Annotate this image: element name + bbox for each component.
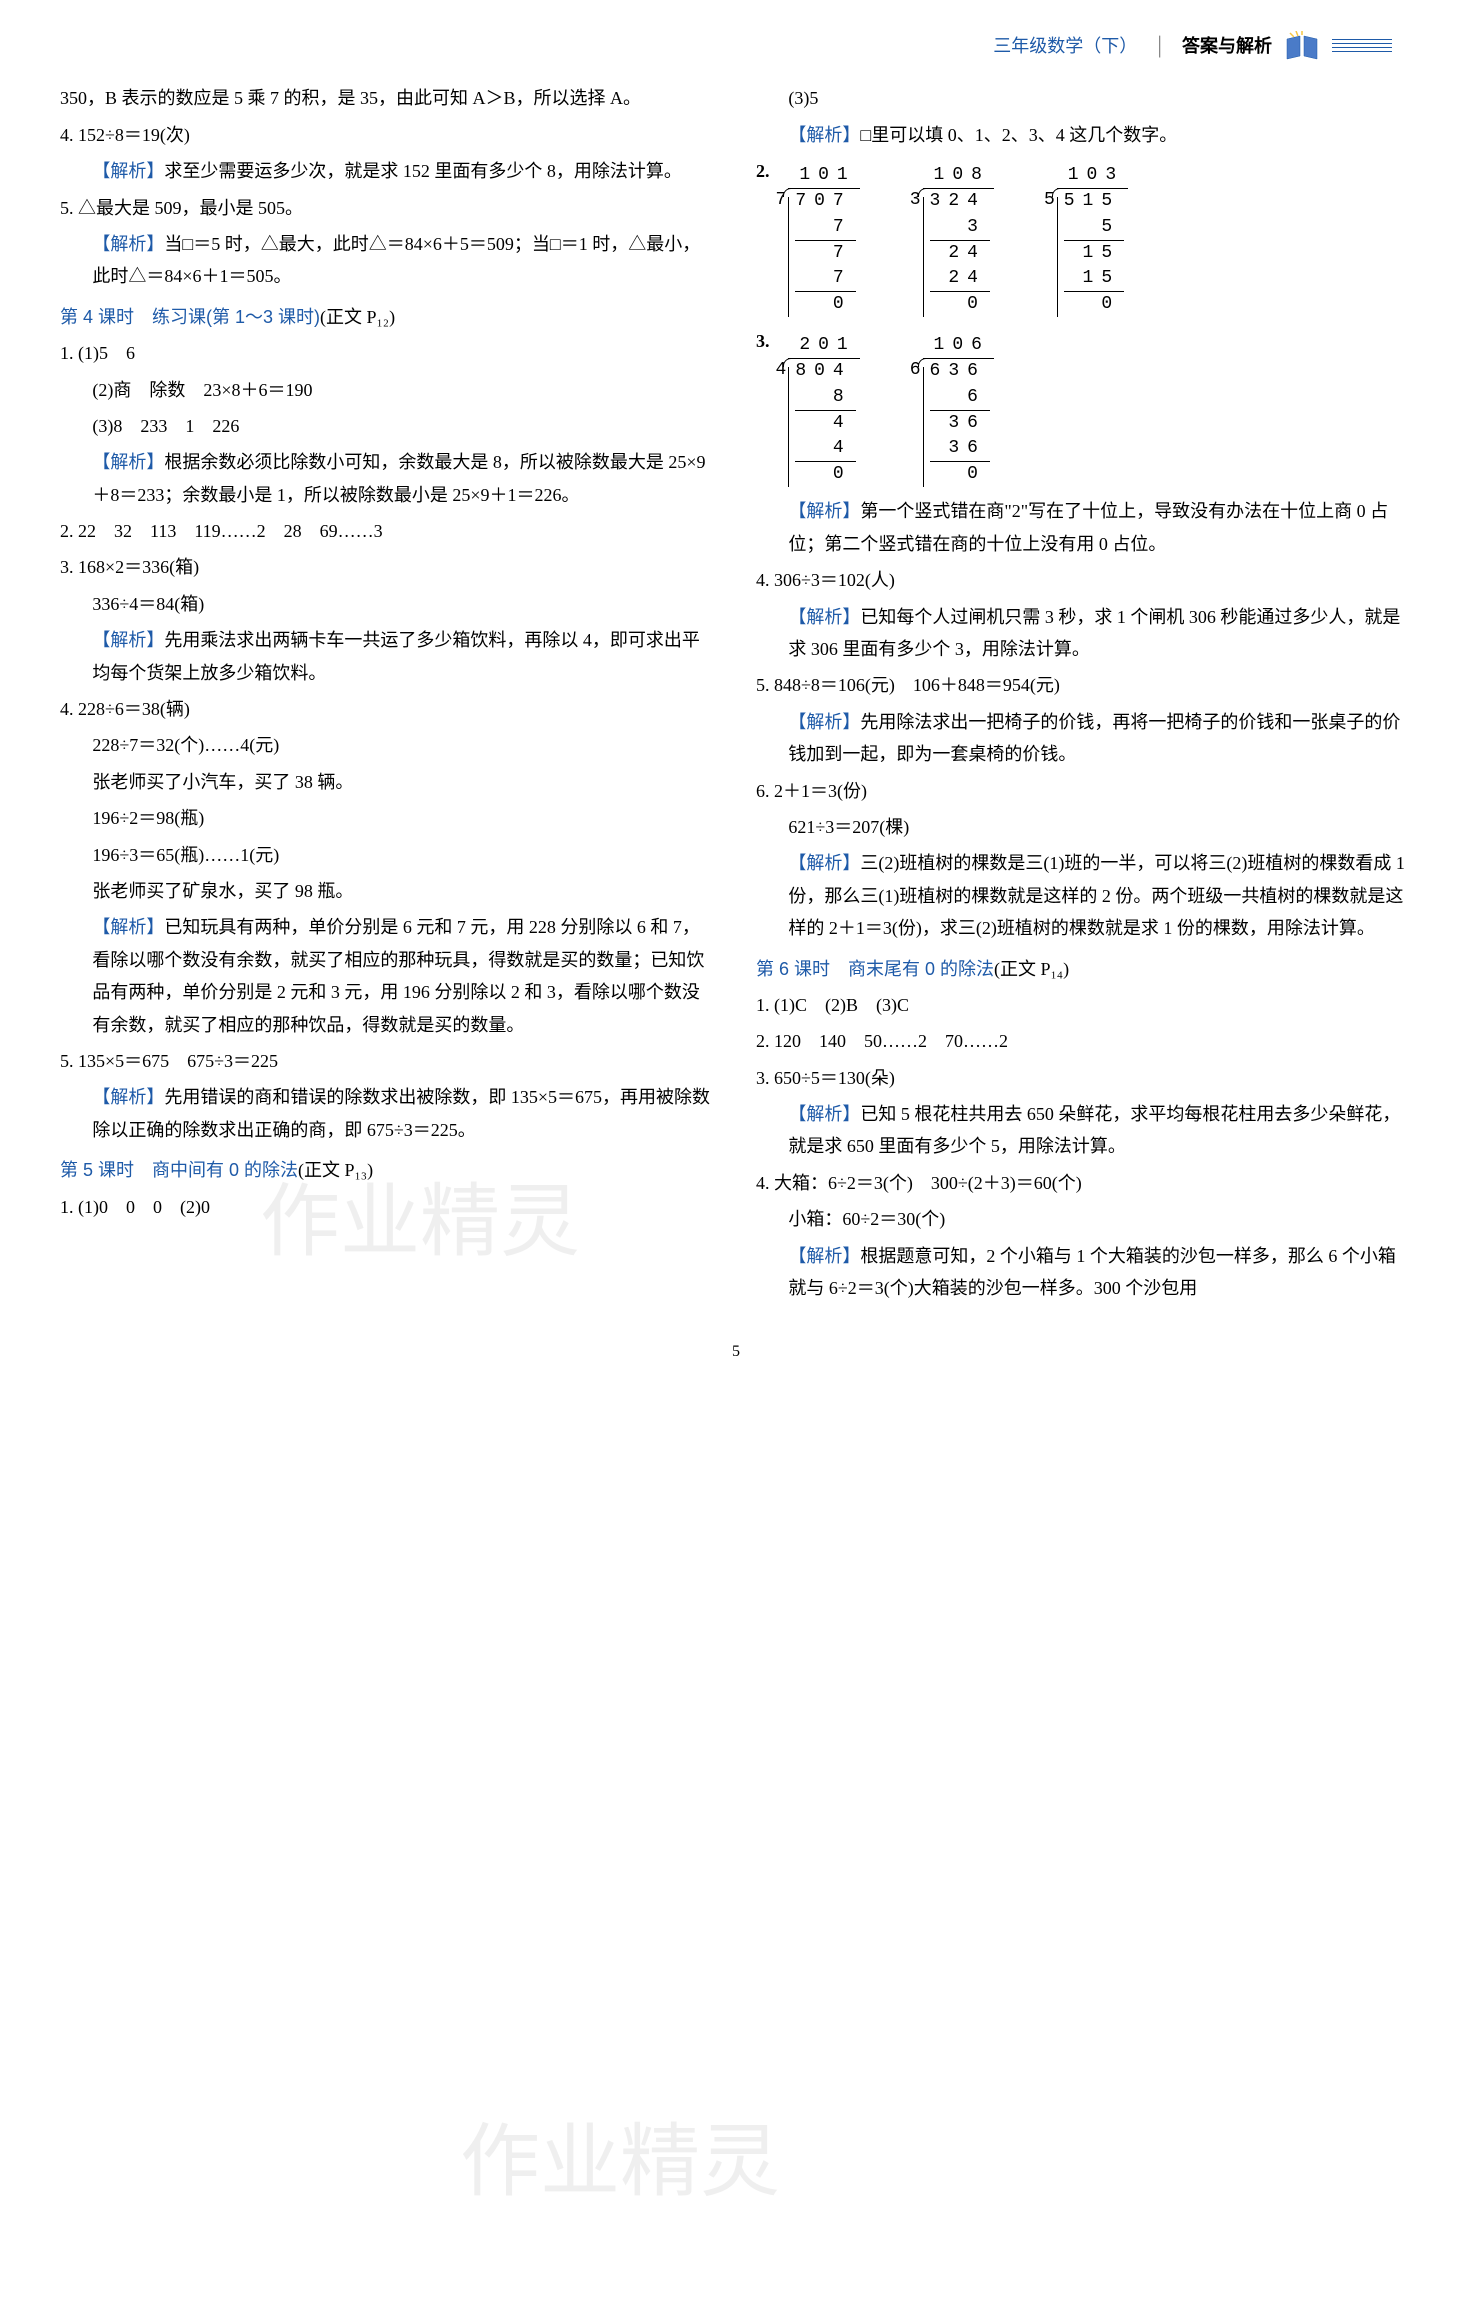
header-title: 答案与解析 <box>1182 30 1272 62</box>
header-separator: │ <box>1153 30 1166 62</box>
analysis-text: 已知每个人过闸机只需 3 秒，求 1 个闸机 306 秒能通过多少人，就是求 3… <box>788 607 1400 659</box>
watermark: 作业精灵 <box>460 2090 780 2234</box>
long-division: 10355155 15 15 0 <box>1044 163 1128 317</box>
analysis-label: 【解析】 <box>92 452 164 472</box>
answer-subitem: 196÷2＝98(瓶) <box>60 802 716 834</box>
analysis-label: 【解析】 <box>788 125 860 145</box>
section-heading: 第 6 课时 商末尾有 0 的除法(正文 P₁₄) <box>756 953 1412 985</box>
longdiv-q3: 3. 20148048 4 4 0 10666366 36 36 0 <box>756 325 1412 495</box>
text-block: 350，B 表示的数应是 5 乘 7 的积，是 35，由此可知 A＞B，所以选择… <box>60 82 716 114</box>
analysis-text: 已知玩具有两种，单价分别是 6 元和 7 元，用 228 分别除以 6 和 7，… <box>92 917 704 1034</box>
item-number: 2. <box>756 155 770 187</box>
analysis-label: 【解析】 <box>92 917 164 937</box>
analysis-block: 【解析】三(2)班植树的棵数是三(1)班的一半，可以将三(2)班植树的棵数看成 … <box>756 847 1412 944</box>
longdiv-q2: 2. 10177077 7 7 0 10833243 24 24 0 1035515… <box>756 155 1412 325</box>
answer-subitem: (3)5 <box>756 82 1412 114</box>
section-title-text: 第 6 课时 商末尾有 0 的除法 <box>756 959 994 979</box>
answer-item: 2. 120 140 50……2 70……2 <box>756 1025 1412 1057</box>
answer-item: 4. 大箱：6÷2＝3(个) 300÷(2＋3)＝60(个) <box>756 1167 1412 1199</box>
section-ref: (正文 P₁₂) <box>320 307 395 327</box>
item-number: 3. <box>756 325 770 357</box>
analysis-block: 【解析】求至少需要运多少次，就是求 152 里面有多少个 8，用除法计算。 <box>60 155 716 187</box>
answer-subitem: 621÷3＝207(棵) <box>756 811 1412 843</box>
analysis-text: 根据题意可知，2 个小箱与 1 个大箱装的沙包一样多，那么 6 个小箱就与 6÷… <box>788 1246 1396 1298</box>
analysis-label: 【解析】 <box>92 1087 164 1107</box>
analysis-text: 求至少需要运多少次，就是求 152 里面有多少个 8，用除法计算。 <box>164 161 682 181</box>
longdiv-row: 10177077 7 7 0 10833243 24 24 0 10355155 1… <box>776 163 1129 317</box>
analysis-block: 【解析】先用错误的商和错误的除数求出被除数，即 135×5＝675，再用被除数除… <box>60 1081 716 1146</box>
section-ref: (正文 P₁₃) <box>298 1160 373 1180</box>
answer-item: 2. 22 32 113 119……2 28 69……3 <box>60 515 716 547</box>
analysis-block: 【解析】根据题意可知，2 个小箱与 1 个大箱装的沙包一样多，那么 6 个小箱就… <box>756 1240 1412 1305</box>
long-division: 10666366 36 36 0 <box>910 333 994 487</box>
analysis-text: 第一个竖式错在商"2"写在了十位上，导致没有办法在十位上商 0 占位；第二个竖式… <box>788 501 1388 553</box>
page-number: 5 <box>60 1338 1412 1367</box>
analysis-block: 【解析】第一个竖式错在商"2"写在了十位上，导致没有办法在十位上商 0 占位；第… <box>756 495 1412 560</box>
answer-subitem: 228÷7＝32(个)……4(元) <box>60 729 716 761</box>
section-ref: (正文 P₁₄) <box>994 959 1069 979</box>
analysis-text: 已知 5 根花柱共用去 650 朵鲜花，求平均每根花柱用去多少朵鲜花，就是求 6… <box>788 1104 1400 1156</box>
analysis-text: □里可以填 0、1、2、3、4 这几个数字。 <box>860 125 1177 145</box>
section-heading: 第 4 课时 练习课(第 1～3 课时)(正文 P₁₂) <box>60 301 716 333</box>
answer-subitem: 张老师买了小汽车，买了 38 辆。 <box>60 766 716 798</box>
answer-subitem: (2)商 除数 23×8＋6＝190 <box>60 374 716 406</box>
section-title-text: 第 5 课时 商中间有 0 的除法 <box>60 1160 298 1180</box>
analysis-block: 【解析】当□＝5 时，△最大，此时△＝84×6＋5＝509；当□＝1 时，△最小… <box>60 228 716 293</box>
analysis-label: 【解析】 <box>788 1246 860 1266</box>
two-column-layout: 350，B 表示的数应是 5 乘 7 的积，是 35，由此可知 A＞B，所以选择… <box>60 82 1412 1308</box>
analysis-text: 先用乘法求出两辆卡车一共运了多少箱饮料，再除以 4，即可求出平均每个货架上放多少… <box>92 630 700 682</box>
answer-subitem: 336÷4＝84(箱) <box>60 588 716 620</box>
analysis-label: 【解析】 <box>92 234 164 254</box>
answer-item: 4. 228÷6＝38(辆) <box>60 693 716 725</box>
answer-item: 3. 650÷5＝130(朵) <box>756 1062 1412 1094</box>
analysis-label: 【解析】 <box>92 161 164 181</box>
section-title-text: 第 4 课时 练习课(第 1～3 课时) <box>60 307 320 327</box>
analysis-text: 根据余数必须比除数小可知，余数最大是 8，所以被除数最大是 25×9＋8＝233… <box>92 452 705 504</box>
analysis-block: 【解析】先用除法求出一把椅子的价钱，再将一把椅子的价钱和一张桌子的价钱加到一起，… <box>756 706 1412 771</box>
analysis-block: 【解析】根据余数必须比除数小可知，余数最大是 8，所以被除数最大是 25×9＋8… <box>60 446 716 511</box>
answer-item: 1. (1)0 0 0 (2)0 <box>60 1191 716 1223</box>
long-division: 20148048 4 4 0 <box>776 333 860 487</box>
header-subject: 三年级数学（下） <box>993 30 1137 62</box>
answer-item: 5. 135×5＝675 675÷3＝225 <box>60 1045 716 1077</box>
section-heading: 第 5 课时 商中间有 0 的除法(正文 P₁₃) <box>60 1154 716 1186</box>
page-header: 三年级数学（下） │ 答案与解析 <box>60 30 1412 62</box>
answer-item: 6. 2＋1＝3(份) <box>756 775 1412 807</box>
left-column: 350，B 表示的数应是 5 乘 7 的积，是 35，由此可知 A＞B，所以选择… <box>60 82 716 1308</box>
answer-item: 5. 848÷8＝106(元) 106＋848＝954(元) <box>756 669 1412 701</box>
item-text: 4. 152÷8＝19(次) <box>60 125 190 145</box>
analysis-label: 【解析】 <box>788 607 860 627</box>
header-lines-icon <box>1332 39 1392 53</box>
page-content: 三年级数学（下） │ 答案与解析 350，B 表示的数应是 5 乘 7 的积，是… <box>60 30 1412 1367</box>
answer-item: 3. 168×2＝336(箱) <box>60 551 716 583</box>
analysis-block: 【解析】已知每个人过闸机只需 3 秒，求 1 个闸机 306 秒能通过多少人，就… <box>756 601 1412 666</box>
analysis-block: 【解析】已知 5 根花柱共用去 650 朵鲜花，求平均每根花柱用去多少朵鲜花，就… <box>756 1098 1412 1163</box>
answer-subitem: 196÷3＝65(瓶)……1(元) <box>60 839 716 871</box>
analysis-label: 【解析】 <box>788 712 860 732</box>
answer-subitem: 张老师买了矿泉水，买了 98 瓶。 <box>60 875 716 907</box>
right-column: (3)5 【解析】□里可以填 0、1、2、3、4 这几个数字。 2. 10177… <box>756 82 1412 1308</box>
answer-subitem: 小箱：60÷2＝30(个) <box>756 1203 1412 1235</box>
analysis-label: 【解析】 <box>92 630 164 650</box>
analysis-label: 【解析】 <box>788 501 860 521</box>
answer-item: 1. (1)5 6 <box>60 337 716 369</box>
analysis-block: 【解析】已知玩具有两种，单价分别是 6 元和 7 元，用 228 分别除以 6 … <box>60 911 716 1041</box>
answer-item: 4. 152÷8＝19(次) <box>60 119 716 151</box>
longdiv-row: 20148048 4 4 0 10666366 36 36 0 <box>776 333 994 487</box>
answer-item: 4. 306÷3＝102(人) <box>756 564 1412 596</box>
analysis-label: 【解析】 <box>788 1104 860 1124</box>
analysis-text: 先用除法求出一把椅子的价钱，再将一把椅子的价钱和一张桌子的价钱加到一起，即为一套… <box>788 712 1400 764</box>
analysis-text: 三(2)班植树的棵数是三(1)班的一半，可以将三(2)班植树的棵数看成 1 份，… <box>788 853 1404 938</box>
analysis-label: 【解析】 <box>788 853 860 873</box>
analysis-block: 【解析】□里可以填 0、1、2、3、4 这几个数字。 <box>756 119 1412 151</box>
book-icon <box>1282 31 1322 61</box>
analysis-block: 【解析】先用乘法求出两辆卡车一共运了多少箱饮料，再除以 4，即可求出平均每个货架… <box>60 624 716 689</box>
analysis-text: 当□＝5 时，△最大，此时△＝84×6＋5＝509；当□＝1 时，△最小，此时△… <box>92 234 700 286</box>
long-division: 10833243 24 24 0 <box>910 163 994 317</box>
long-division: 10177077 7 7 0 <box>776 163 860 317</box>
answer-item: 5. △最大是 509，最小是 505。 <box>60 192 716 224</box>
answer-subitem: (3)8 233 1 226 <box>60 410 716 442</box>
answer-item: 1. (1)C (2)B (3)C <box>756 989 1412 1021</box>
analysis-text: 先用错误的商和错误的除数求出被除数，即 135×5＝675，再用被除数除以正确的… <box>92 1087 710 1139</box>
